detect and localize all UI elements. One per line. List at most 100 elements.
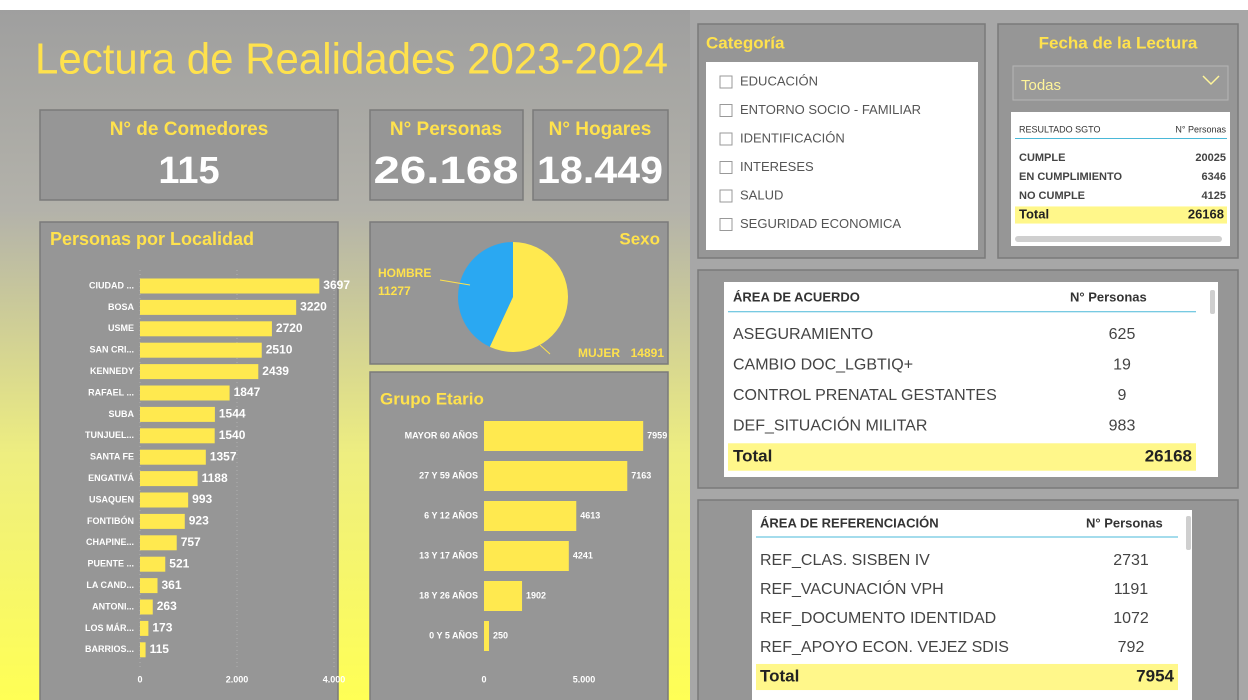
checkbox[interactable] (719, 189, 733, 203)
x-tick-label: 0 (137, 674, 142, 684)
y-tick-label: LOS MÁR... (85, 623, 134, 633)
slicer-box (706, 62, 978, 250)
chart-title: Sexo (619, 229, 660, 248)
chevron[interactable] (1202, 75, 1220, 86)
card (369, 109, 524, 201)
total-label: Total (733, 446, 772, 465)
data-label: 4241 (573, 550, 593, 560)
bar (140, 428, 215, 444)
bar (140, 471, 198, 487)
bar (140, 492, 189, 508)
y-tick-label: ENGATIVÁ (88, 473, 134, 483)
cell: 1191 (1114, 581, 1149, 598)
column-header: ÁREA DE REFERENCIACIÓN (760, 515, 939, 530)
bar (484, 461, 628, 491)
chart-title: Personas por Localidad (50, 229, 254, 249)
column-header: ÁREA DE ACUERDO (733, 289, 860, 304)
column-header: N° Personas (1070, 289, 1147, 304)
slicer-title: Categoría (706, 33, 785, 52)
y-tick-label: TUNJUEL... (85, 430, 134, 440)
data-label: 3697 (323, 278, 350, 292)
cell: NO CUMPLE (1019, 190, 1085, 202)
cell: CUMPLE (1019, 152, 1065, 164)
y-tick-label: KENNEDY (90, 366, 134, 376)
data-label: 1902 (526, 590, 546, 600)
cell: 6346 (1202, 171, 1226, 183)
checkbox[interactable] (719, 132, 733, 146)
data-label: 7959 (647, 430, 667, 440)
cell: 20025 (1195, 152, 1226, 164)
dropdown[interactable] (1012, 65, 1229, 101)
pie-value: 14891 (631, 346, 665, 360)
data-label: 993 (192, 492, 212, 506)
cell: 1072 (1113, 610, 1149, 627)
bar (484, 621, 489, 651)
data-label: 1540 (219, 428, 246, 442)
x-tick-label: 5.000 (573, 674, 596, 684)
data-label: 4613 (580, 510, 600, 520)
bar (140, 342, 262, 358)
data-label: 1847 (234, 385, 261, 399)
total-label: Total (1019, 206, 1049, 221)
slicer-title: Fecha de la Lectura (1039, 33, 1198, 52)
y-tick-label: SUBA (108, 409, 134, 419)
bar (140, 449, 206, 465)
data-label: 1357 (210, 449, 237, 463)
bar (140, 599, 153, 615)
data-label: 1188 (202, 471, 228, 485)
scrollbar (1210, 290, 1215, 314)
table-box (1011, 112, 1230, 246)
data-label: 2439 (262, 364, 289, 378)
bar (140, 299, 297, 315)
total-label: Total (760, 666, 799, 685)
bar (484, 421, 644, 451)
y-tick-label: RAFAEL ... (88, 387, 134, 397)
data-label: 1544 (219, 407, 246, 421)
y-tick-label: PUENTE ... (87, 559, 134, 569)
bar (484, 541, 569, 571)
total-row (756, 663, 1178, 691)
checkbox[interactable] (719, 161, 733, 174)
checkbox[interactable] (719, 218, 733, 231)
slicer-item[interactable]: IDENTIFICACIÓN (740, 130, 845, 145)
slicer-item[interactable]: SALUD (740, 187, 783, 202)
bar (484, 501, 577, 531)
y-tick-label: SAN CRI... (89, 345, 134, 355)
y-tick-label: ANTONI... (92, 601, 134, 611)
data-label: 115 (150, 642, 170, 656)
cell: 625 (1109, 326, 1136, 343)
cell: DEF_SITUACIÓN MILITAR (733, 416, 927, 435)
dropdown-value[interactable]: Todas (1021, 77, 1061, 94)
y-tick-label: 18 Y 26 AÑOS (419, 590, 478, 600)
chart-title: Grupo Etario (380, 389, 484, 408)
data-label: 521 (169, 556, 189, 570)
cell: 983 (1109, 418, 1136, 435)
top-strip (0, 0, 1248, 10)
bar (140, 278, 320, 294)
slicer-item[interactable]: SEGURIDAD ECONOMICA (740, 216, 901, 231)
checkbox[interactable] (719, 75, 733, 89)
bar (140, 385, 230, 401)
dashboard-title: Lectura de Realidades 2023-2024 (35, 35, 668, 84)
card-label: N° Hogares (549, 119, 652, 140)
cell: 19 (1113, 357, 1131, 374)
bar (140, 620, 149, 636)
checkbox[interactable] (719, 104, 733, 117)
y-tick-label: BOSA (108, 302, 135, 312)
data-label: 3220 (300, 300, 327, 314)
slicer-item[interactable]: ENTORNO SOCIO - FAMILIAR (740, 102, 921, 117)
slicer-item[interactable]: EDUCACIÓN (740, 73, 818, 88)
y-tick-label: CIUDAD ... (89, 280, 134, 290)
cell: 4125 (1202, 190, 1226, 202)
card (532, 109, 669, 201)
data-label: 263 (157, 599, 177, 613)
y-tick-label: USAQUEN (89, 494, 134, 504)
bar (140, 321, 272, 337)
bar (140, 364, 259, 380)
pie-value: 11277 (378, 284, 411, 298)
bar (140, 406, 215, 422)
cell: CONTROL PRENATAL GESTANTES (733, 387, 997, 404)
slicer-item[interactable]: INTERESES (740, 159, 814, 174)
x-tick-label: 4.000 (323, 674, 346, 684)
